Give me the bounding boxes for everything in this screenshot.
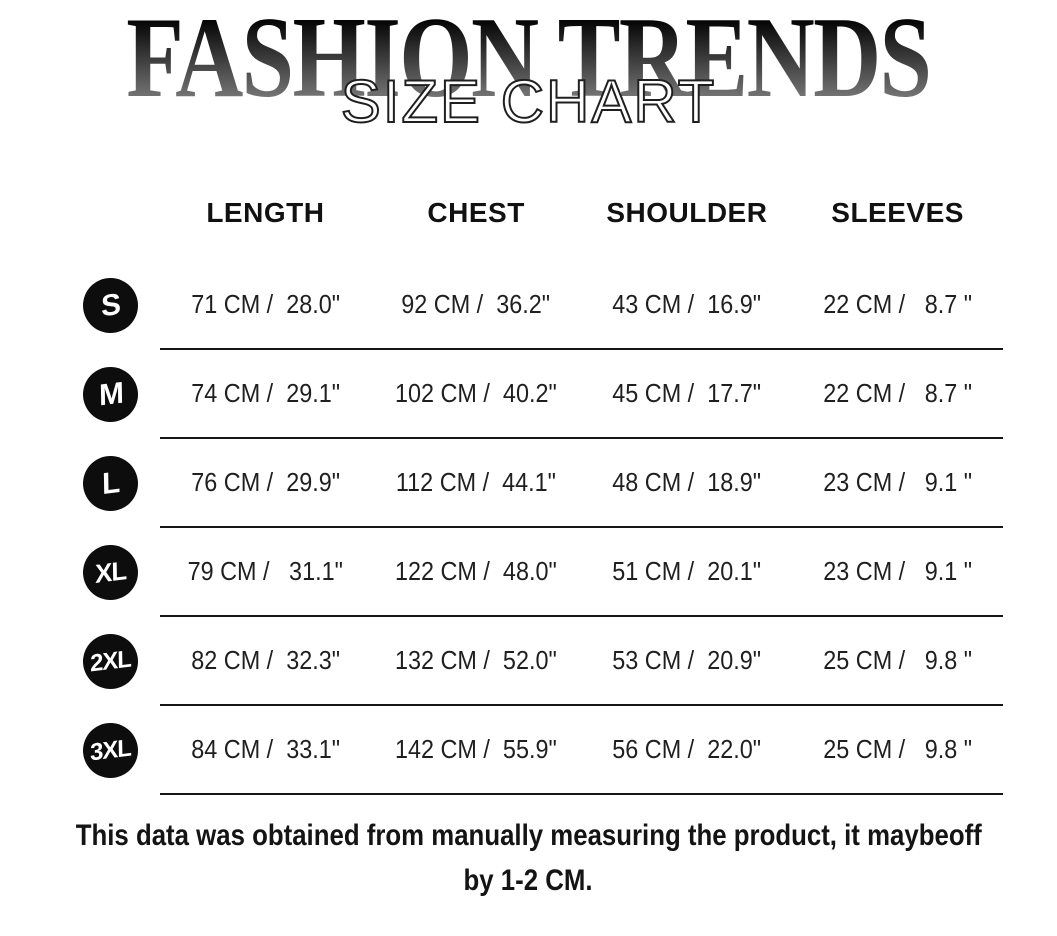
cell-sleeves: 25 CM / 9.8 " xyxy=(823,645,973,675)
table-row-m: M 74 CM / 29.1" 102 CM / 40.2" 45 CM / 1… xyxy=(0,350,1057,439)
table-row-2xl: 2XL 82 CM / 32.3" 132 CM / 52.0" 53 CM /… xyxy=(0,617,1057,706)
column-header-shoulder: SHOULDER xyxy=(606,197,768,228)
column-header-chest: CHEST xyxy=(427,197,525,228)
cell-shoulder: 56 CM / 22.0" xyxy=(612,734,762,764)
badge-cell: M xyxy=(0,350,160,439)
cell-sleeves: 23 CM / 9.1 " xyxy=(823,556,973,586)
disclaimer: This data was obtained from manually mea… xyxy=(0,813,1057,903)
badge-cell: L xyxy=(0,439,160,528)
cell-sleeves: 22 CM / 8.7 " xyxy=(823,289,973,319)
table-row-l: L 76 CM / 29.9" 112 CM / 44.1" 48 CM / 1… xyxy=(0,439,1057,528)
cell-length: 76 CM / 29.9" xyxy=(190,467,340,497)
table-row-s: S 71 CM / 28.0" 92 CM / 36.2" 43 CM / 16… xyxy=(0,261,1057,350)
badge-label: XL xyxy=(94,555,127,589)
column-header-length: LENGTH xyxy=(206,197,325,228)
badge-cell: 3XL xyxy=(0,706,160,795)
table-row-3xl: 3XL 84 CM / 33.1" 142 CM / 55.9" 56 CM /… xyxy=(0,706,1057,795)
size-badge-3xl: 3XL xyxy=(83,723,138,778)
table-header-row: LENGTH CHEST SHOULDER SLEEVES xyxy=(0,150,1057,261)
badge-cell: S xyxy=(0,261,160,350)
row-cells: 74 CM / 29.1" 102 CM / 40.2" 45 CM / 17.… xyxy=(160,350,1003,439)
cell-chest: 132 CM / 52.0" xyxy=(395,645,558,675)
table-row-xl: XL 79 CM / 31.1" 122 CM / 48.0" 51 CM / … xyxy=(0,528,1057,617)
size-badge-xl: XL xyxy=(83,545,138,600)
row-cells: 84 CM / 33.1" 142 CM / 55.9" 56 CM / 22.… xyxy=(160,706,1003,795)
cell-length: 82 CM / 32.3" xyxy=(190,645,340,675)
cell-length: 84 CM / 33.1" xyxy=(190,734,340,764)
row-cells: 76 CM / 29.9" 112 CM / 44.1" 48 CM / 18.… xyxy=(160,439,1003,528)
badge-label: S xyxy=(100,287,121,323)
cell-chest: 92 CM / 36.2" xyxy=(401,289,551,319)
badge-cell: 2XL xyxy=(0,617,160,706)
cell-chest: 112 CM / 44.1" xyxy=(396,467,557,497)
column-header-sleeves: SLEEVES xyxy=(831,197,964,228)
badge-label: 2XL xyxy=(89,644,132,678)
disclaimer-line-2: by 1-2 CM. xyxy=(463,864,594,897)
cell-chest: 142 CM / 55.9" xyxy=(395,734,558,764)
row-cells: 82 CM / 32.3" 132 CM / 52.0" 53 CM / 20.… xyxy=(160,617,1003,706)
title-block: FASHION TRENDS SIZE CHART xyxy=(0,0,1057,150)
size-badge-2xl: 2XL xyxy=(83,634,138,689)
cell-shoulder: 51 CM / 20.1" xyxy=(612,556,762,586)
size-table: LENGTH CHEST SHOULDER SLEEVES S 71 CM / … xyxy=(0,150,1057,795)
badge-label: M xyxy=(98,375,123,413)
size-badge-s: S xyxy=(83,278,138,333)
brand-title: FASHION TRENDS xyxy=(126,0,932,121)
cell-shoulder: 53 CM / 20.9" xyxy=(612,645,762,675)
row-cells: 71 CM / 28.0" 92 CM / 36.2" 43 CM / 16.9… xyxy=(160,261,1003,350)
cell-shoulder: 48 CM / 18.9" xyxy=(612,467,762,497)
cell-shoulder: 43 CM / 16.9" xyxy=(612,289,762,319)
cell-shoulder: 45 CM / 17.7" xyxy=(612,378,762,408)
disclaimer-line-1: This data was obtained from manually mea… xyxy=(75,819,982,852)
row-cells: 79 CM / 31.1" 122 CM / 48.0" 51 CM / 20.… xyxy=(160,528,1003,617)
size-badge-l: L xyxy=(83,456,138,511)
cell-sleeves: 23 CM / 9.1 " xyxy=(823,467,973,497)
cell-sleeves: 25 CM / 9.8 " xyxy=(823,734,973,764)
cell-length: 74 CM / 29.1" xyxy=(190,378,340,408)
badge-label: L xyxy=(101,465,120,501)
cell-chest: 102 CM / 40.2" xyxy=(395,378,558,408)
cell-length: 71 CM / 28.0" xyxy=(190,289,340,319)
cell-sleeves: 22 CM / 8.7 " xyxy=(823,378,973,408)
cell-length: 79 CM / 31.1" xyxy=(187,556,344,586)
size-chart-title: SIZE CHART xyxy=(340,68,717,135)
cell-chest: 122 CM / 48.0" xyxy=(395,556,558,586)
size-badge-m: M xyxy=(83,367,138,422)
badge-label: 3XL xyxy=(89,733,132,767)
badge-cell: XL xyxy=(0,528,160,617)
